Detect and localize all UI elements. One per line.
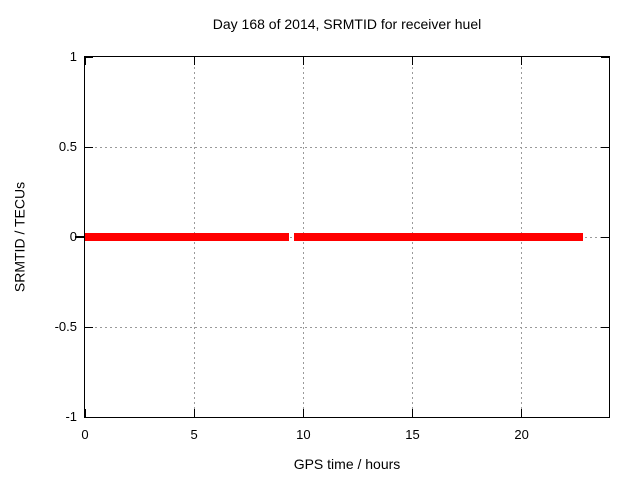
data-segment xyxy=(85,233,290,241)
x-tick-mark-top xyxy=(521,57,523,65)
y-tick-mark-left xyxy=(85,146,93,148)
x-tick-mark-bottom xyxy=(84,409,86,417)
x-tick-mark-top xyxy=(302,57,304,65)
y-tick-label: 1 xyxy=(69,49,77,64)
y-tick-label: -1 xyxy=(65,409,77,424)
x-tick-mark-bottom xyxy=(193,409,195,417)
y-tick-label: -0.5 xyxy=(54,319,77,334)
y-tick-label: 0 xyxy=(69,229,77,244)
data-segment xyxy=(293,233,583,241)
x-tick-label: 15 xyxy=(405,427,420,442)
x-tick-mark-bottom xyxy=(521,409,523,417)
x-tick-mark-top xyxy=(193,57,195,65)
y-zero-outer-tick-mark xyxy=(75,236,84,238)
y-tick-mark-right xyxy=(601,236,609,238)
x-tick-label: 10 xyxy=(296,427,311,442)
x-tick-mark-bottom xyxy=(412,409,413,417)
y-tick-mark-left xyxy=(85,326,93,328)
x-tick-mark-top xyxy=(84,57,86,65)
chart-title: Day 168 of 2014, SRMTID for receiver hue… xyxy=(212,16,482,32)
y-tick-label: 0.5 xyxy=(58,139,77,154)
x-axis-label: GPS time / hours xyxy=(293,456,401,472)
y-tick-mark-right xyxy=(601,56,609,58)
x-tick-label: 20 xyxy=(514,427,529,442)
y-tick-mark-right xyxy=(601,416,609,418)
x-tick-mark-bottom xyxy=(302,409,304,417)
y-gridline xyxy=(85,146,609,148)
plot-area xyxy=(75,56,610,418)
y-tick-mark-right xyxy=(601,146,609,148)
x-tick-label: 0 xyxy=(81,427,89,442)
y-tick-mark-left xyxy=(85,416,93,418)
x-tick-mark-top xyxy=(412,57,413,65)
y-tick-mark-right xyxy=(601,326,609,328)
x-tick-label: 5 xyxy=(190,427,198,442)
y-gridline xyxy=(85,326,609,328)
y-tick-mark-left xyxy=(85,56,93,58)
